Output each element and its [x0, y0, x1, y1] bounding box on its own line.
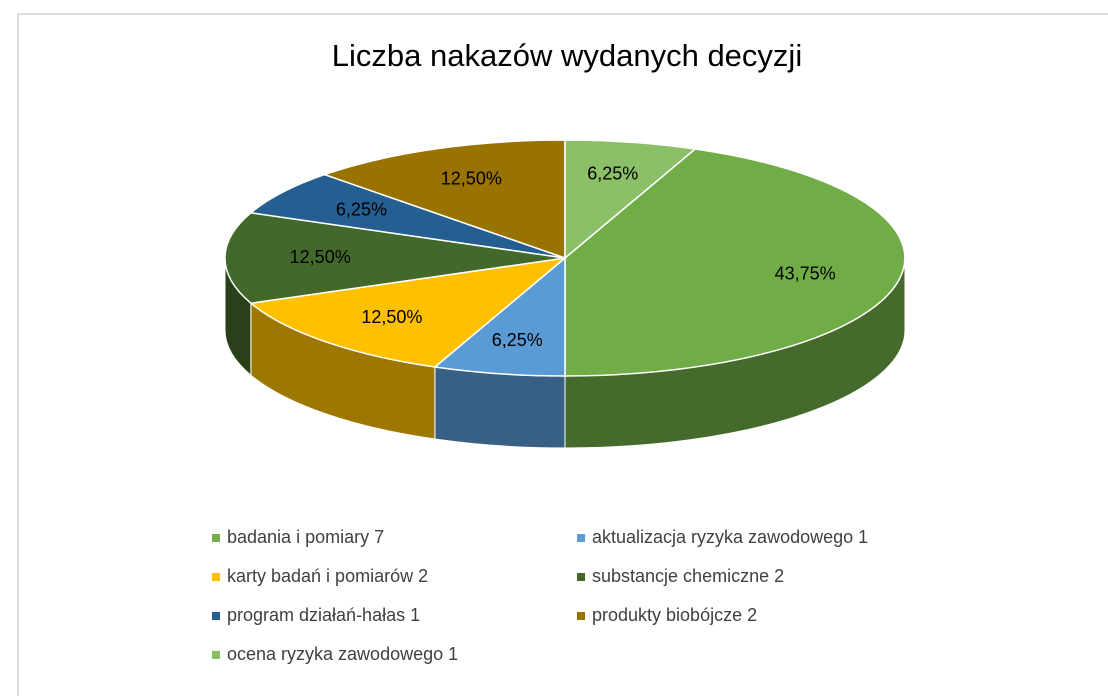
data-label: 12,50%: [441, 168, 502, 188]
legend-label: produkty biobójcze 2: [592, 605, 757, 625]
slice: [564, 139, 697, 260]
legend-label: ocena ryzyka zawodowego 1: [227, 644, 458, 664]
legend-marker: [577, 573, 585, 581]
data-label: 6,25%: [587, 163, 638, 183]
chart-frame: [17, 13, 1108, 696]
slice: [249, 173, 566, 259]
chart-title: Liczba nakazów wydanych decyzji: [332, 38, 802, 73]
legend-marker: [212, 573, 220, 581]
data-label: 12,50%: [361, 307, 422, 327]
legend-marker: [577, 612, 585, 620]
data-label: 12,50%: [290, 247, 351, 267]
legend-marker: [212, 612, 220, 620]
data-label: 6,25%: [336, 200, 387, 220]
legend-marker: [212, 651, 220, 659]
legend-label: aktualizacja ryzyka zawodowego 1: [592, 527, 868, 547]
data-label: 43,75%: [775, 263, 836, 283]
legend-label: badania i pomiary 7: [227, 527, 384, 547]
slice: [249, 256, 568, 368]
legend-label: karty badań i pomiarów 2: [227, 566, 428, 586]
slice: [224, 212, 566, 304]
legend-label: substancje chemiczne 2: [592, 566, 784, 586]
slice-side: [434, 366, 566, 449]
legend-marker: [577, 534, 585, 542]
slice: [564, 148, 906, 377]
legend-marker: [212, 534, 220, 542]
slice: [433, 256, 566, 377]
legend-label: program działań-hałas 1: [227, 605, 420, 625]
data-label: 6,25%: [492, 330, 543, 350]
slice: [322, 139, 566, 260]
